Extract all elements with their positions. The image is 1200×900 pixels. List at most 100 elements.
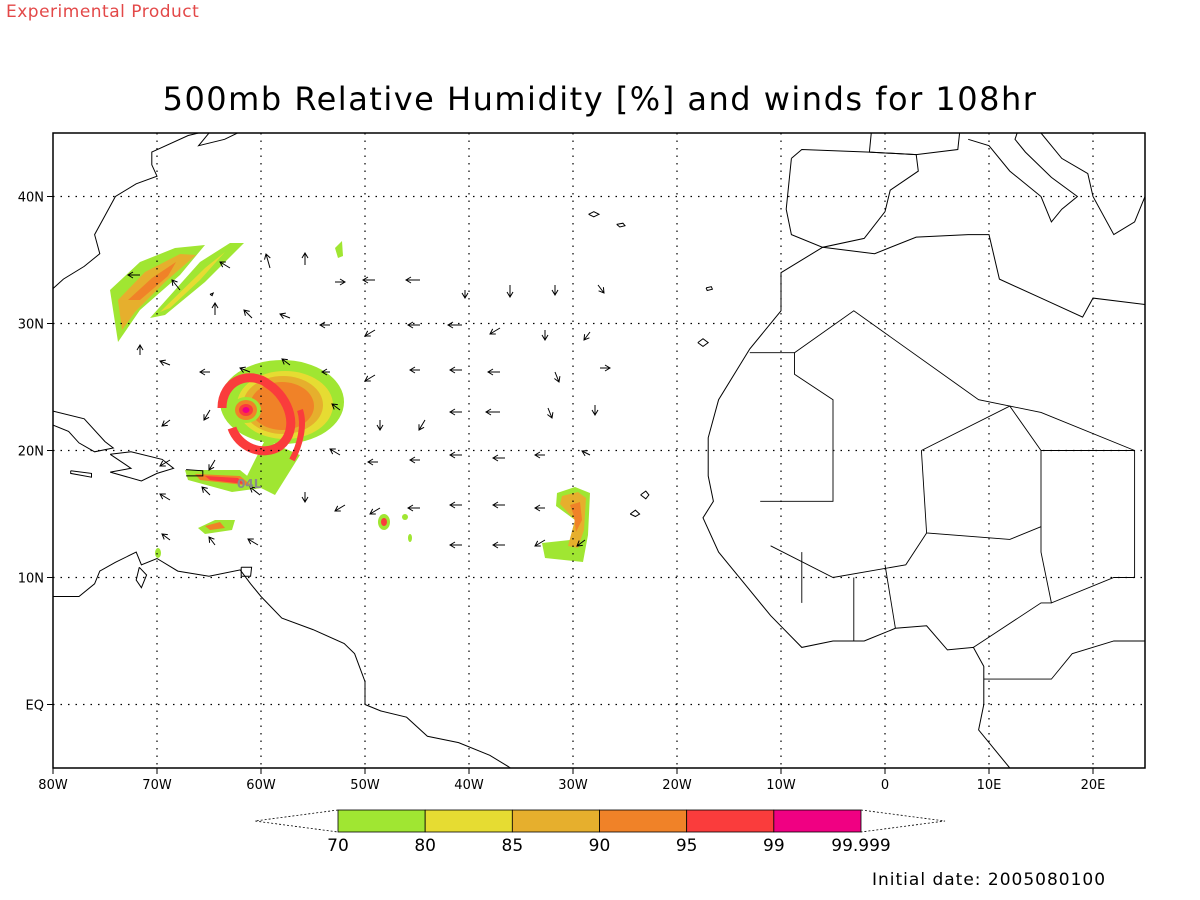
- coastline-segment: [53, 551, 511, 768]
- wind-arrow: [281, 358, 291, 366]
- colorbar-label: 90: [589, 836, 611, 856]
- coastline-segment: [697, 338, 710, 348]
- wind-arrow: [418, 419, 426, 431]
- wind-arrow: [551, 285, 559, 296]
- colorbar-bin: [337, 809, 426, 833]
- lon-tick-label: 10E: [977, 778, 1002, 793]
- colorbar-label: 85: [502, 836, 524, 856]
- lon-tick-label: 70W: [142, 778, 172, 793]
- wind-arrow: [279, 312, 291, 319]
- hurricane-rh-spiral: [185, 360, 344, 495]
- colorbar-bin: [599, 809, 688, 833]
- wind-arrow: [591, 405, 599, 416]
- political-border: [920, 405, 1042, 540]
- wind-arrow: [407, 321, 420, 329]
- wind-arrow: [219, 261, 231, 269]
- colorbar-low-extension: [254, 809, 339, 833]
- coastline-segment: [70, 470, 92, 478]
- wind-arrow: [367, 458, 378, 466]
- lon-tick-label: 30W: [558, 778, 588, 793]
- coastline-segment: [868, 133, 961, 156]
- coastline-segment: [629, 509, 641, 518]
- wind-arrow: [321, 368, 330, 376]
- wind-arrow: [492, 541, 505, 549]
- lat-tick-label: 10N: [18, 572, 44, 587]
- wind-arrow: [449, 541, 462, 549]
- wind-arrow: [301, 492, 309, 503]
- wind-arrow: [208, 459, 216, 471]
- colorbar-bin: [424, 809, 513, 833]
- wind-arrow: [335, 278, 346, 286]
- wind-arrow: [534, 539, 546, 547]
- coastline-segment: [209, 292, 215, 297]
- coastline-segment: [640, 490, 650, 500]
- wind-arrow: [461, 290, 469, 299]
- coastline-segment: [240, 566, 253, 577]
- lat-lon-gridlines: [53, 133, 1145, 768]
- wind-arrow: [201, 486, 211, 496]
- experimental-product-label: Experimental Product: [6, 2, 200, 22]
- colorbar-bin: [686, 809, 775, 833]
- coastline-segment: [616, 222, 626, 228]
- lat-tick-label: EQ: [26, 699, 44, 714]
- wind-arrow: [492, 501, 505, 509]
- wind-arrow: [239, 366, 251, 373]
- wind-arrow: [364, 374, 376, 382]
- wind-arrow: [534, 504, 545, 512]
- wind-arrow: [301, 252, 309, 265]
- southern-rh-patch: [155, 520, 235, 558]
- wind-arrow: [136, 344, 144, 355]
- political-border: [1040, 450, 1136, 604]
- coastline-segment: [186, 469, 204, 477]
- humidity-shading: [110, 241, 590, 562]
- coastline-segment: [968, 133, 1079, 223]
- wind-arrow: [319, 321, 330, 329]
- wind-arrow: [449, 501, 462, 509]
- initial-date-label: Initial date: 2005080100: [872, 870, 1107, 890]
- wind-arrow: [362, 276, 375, 284]
- lon-tick-label: 50W: [350, 778, 380, 793]
- wind-arrow: [492, 454, 505, 462]
- lon-tick-label: 80W: [38, 778, 68, 793]
- political-border: [973, 602, 1052, 648]
- wind-arrow: [407, 504, 420, 512]
- coastline-segment: [588, 211, 601, 218]
- wind-arrow: [409, 366, 420, 374]
- wind-arrow: [547, 407, 554, 419]
- wind-arrow: [161, 533, 171, 541]
- coastline-segment: [785, 148, 919, 248]
- wind-arrow: [161, 419, 171, 427]
- wind-arrow: [449, 451, 462, 459]
- wind-arrow: [369, 507, 381, 515]
- wind-arrow: [447, 321, 462, 329]
- northern-rh-band: [110, 241, 343, 342]
- colorbar-label: 99.999: [831, 836, 890, 856]
- wind-vectors: [127, 252, 611, 549]
- wind-arrow: [409, 456, 420, 464]
- lon-tick-label: 60W: [246, 778, 276, 793]
- wind-arrow: [331, 403, 341, 411]
- wind-arrow: [159, 493, 171, 501]
- wind-arrow: [554, 371, 561, 383]
- political-border: [794, 310, 1135, 451]
- wind-arrow: [485, 408, 500, 416]
- wind-arrow: [506, 285, 514, 298]
- wind-arrow: [487, 368, 500, 376]
- wind-arrow: [576, 539, 586, 547]
- colorbar-label: 95: [676, 836, 698, 856]
- coastline-segment: [109, 451, 175, 482]
- colorbar-bin: [773, 809, 862, 833]
- coastline-segment: [1039, 133, 1145, 236]
- wind-arrow: [534, 451, 545, 459]
- political-border: [983, 640, 1145, 680]
- colorbar: 70 80 85 90 95 99 99.999: [254, 809, 946, 856]
- map-frame: [52, 132, 1146, 769]
- coastline-segment: [53, 133, 239, 381]
- lat-tick-label: 40N: [18, 191, 44, 206]
- wind-arrow: [171, 279, 181, 291]
- coastline-segment: [53, 410, 115, 453]
- wind-arrow: [159, 359, 171, 366]
- colorbar-label: 70: [327, 836, 349, 856]
- colorbar-label: 99: [763, 836, 785, 856]
